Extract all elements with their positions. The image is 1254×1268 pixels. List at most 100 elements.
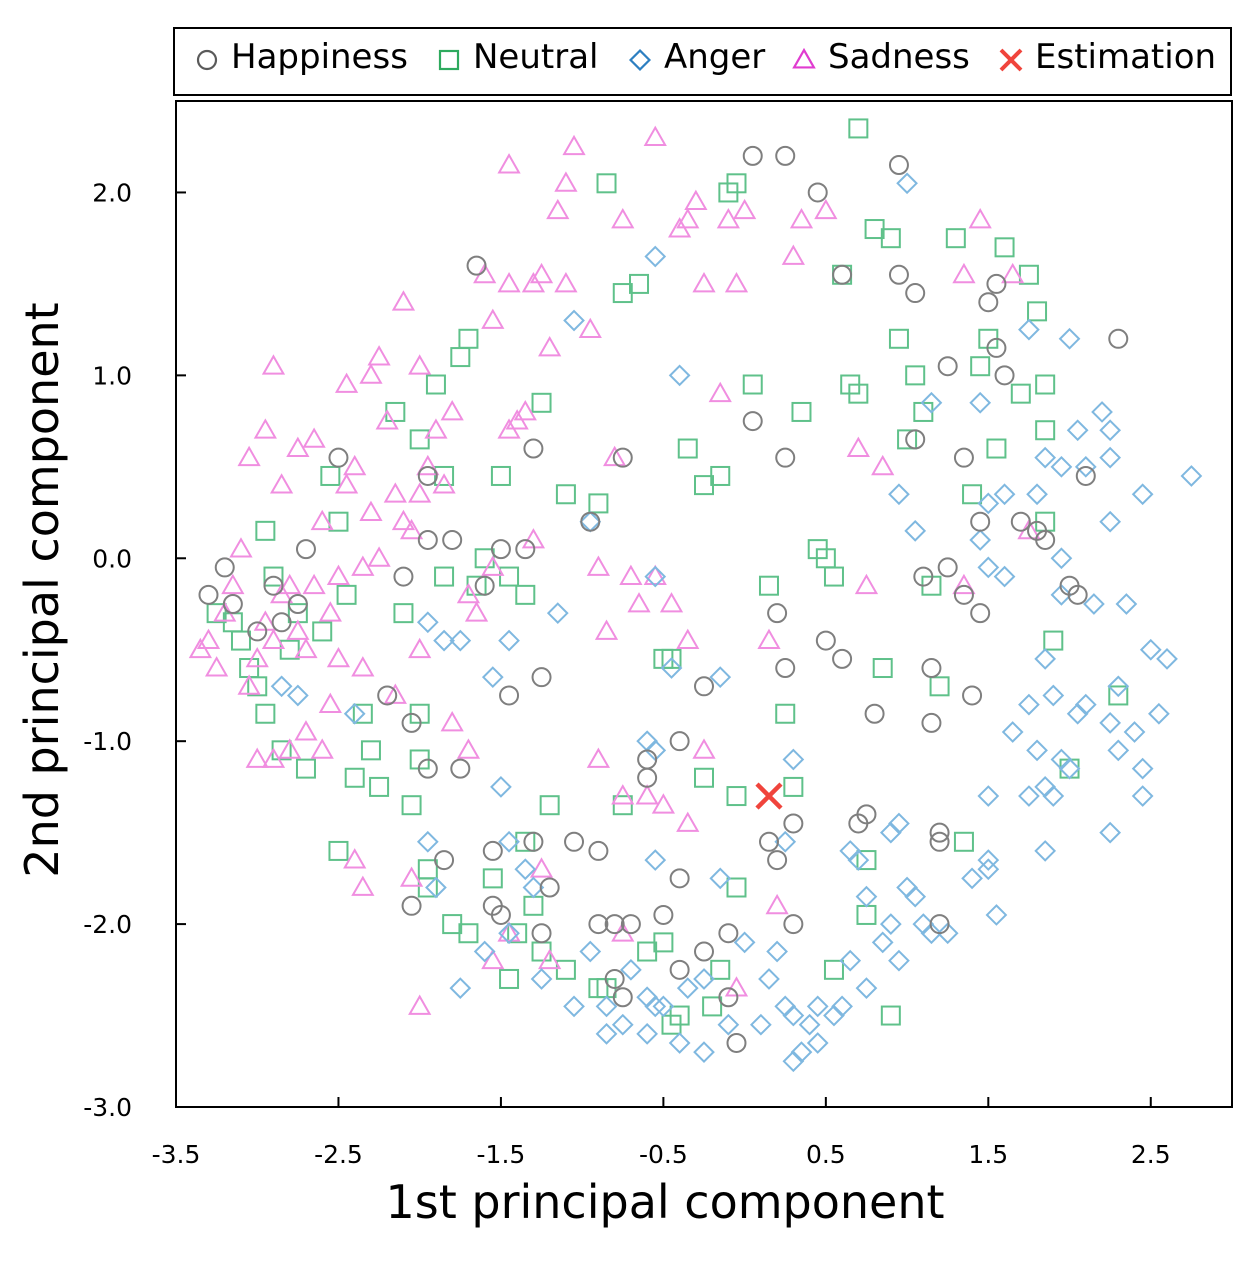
data-point-neutral	[669, 1005, 690, 1026]
data-point-sadness	[326, 564, 351, 585]
data-point-sadness	[261, 747, 286, 768]
data-point-happiness	[669, 959, 690, 980]
data-point-neutral	[344, 767, 365, 788]
data-point-sadness	[310, 509, 334, 531]
data-point-neutral	[458, 923, 479, 944]
data-point-happiness	[970, 511, 991, 532]
data-point-anger	[985, 904, 1008, 926]
data-point-neutral	[499, 968, 520, 989]
legend-box	[173, 27, 1232, 96]
data-point-happiness	[929, 914, 950, 935]
legend-item-happiness: Happiness	[196, 37, 408, 77]
data-point-sadness	[586, 555, 611, 576]
data-point-neutral	[515, 584, 536, 605]
data-point-anger	[969, 529, 992, 551]
data-point-sadness	[408, 482, 432, 503]
data-point-neutral	[482, 868, 503, 889]
data-point-sadness	[399, 518, 424, 540]
data-point-happiness	[775, 658, 796, 679]
data-point-anger	[416, 611, 439, 634]
data-point-sadness	[269, 473, 294, 494]
data-point-happiness	[669, 868, 690, 889]
data-point-neutral	[694, 767, 714, 788]
data-point-sadness	[245, 646, 269, 668]
data-point-anger	[1034, 446, 1057, 469]
data-point-sadness	[440, 400, 464, 421]
data-point-sadness	[367, 546, 391, 567]
data-point-anger	[1107, 675, 1130, 698]
data-point-anger	[936, 922, 959, 945]
data-point-happiness	[758, 831, 779, 852]
data-point-sadness	[952, 573, 976, 595]
data-point-neutral	[880, 228, 901, 249]
data-point-happiness	[832, 264, 853, 285]
data-point-happiness	[953, 447, 974, 468]
data-point-anger	[660, 657, 683, 679]
data-point-anger	[490, 776, 512, 798]
data-point-neutral	[490, 465, 511, 486]
legend-item-estimation: Estimation	[999, 37, 1216, 77]
data-point-neutral	[263, 566, 284, 587]
data-point-happiness	[767, 603, 788, 624]
data-point-neutral	[393, 603, 414, 624]
data-point-happiness	[612, 987, 633, 1008]
data-point-anger	[286, 684, 309, 707]
data-point-sadness	[318, 601, 342, 622]
data-point-anger	[693, 1041, 715, 1063]
data-point-happiness	[694, 941, 714, 962]
data-point-happiness	[417, 529, 438, 550]
data-point-neutral	[775, 703, 796, 724]
data-point-happiness	[466, 255, 487, 276]
data-point-neutral	[905, 365, 926, 386]
data-point-neutral	[653, 932, 674, 953]
data-point-anger	[1131, 483, 1154, 506]
data-point-sadness	[375, 409, 399, 430]
data-point-sadness	[294, 637, 318, 659]
data-point-sadness	[554, 171, 578, 192]
x-tick-label: 0.5	[806, 1140, 846, 1169]
series-neutral	[206, 118, 1129, 1035]
data-point-sadness	[302, 427, 326, 448]
data-point-sadness	[383, 482, 407, 503]
data-point-happiness	[783, 813, 804, 834]
data-point-sadness	[757, 628, 781, 650]
data-point-sadness	[383, 683, 407, 704]
data-point-neutral	[1043, 630, 1064, 651]
data-point-sadness	[586, 747, 611, 768]
data-point-happiness	[742, 411, 763, 432]
data-point-neutral	[726, 877, 747, 898]
data-point-neutral	[255, 520, 276, 541]
data-point-sadness	[334, 372, 359, 393]
data-point-anger	[1058, 757, 1081, 780]
data-point-sadness	[603, 445, 627, 467]
data-point-sadness	[529, 857, 554, 878]
data-point-neutral	[312, 621, 333, 642]
data-point-happiness	[417, 758, 438, 779]
estimation-marker	[755, 782, 783, 810]
data-point-anger	[1050, 455, 1073, 478]
data-point-happiness	[222, 594, 243, 614]
data-point-happiness	[929, 831, 950, 852]
y-axis-title: 2nd principal component	[15, 302, 69, 877]
data-point-anger	[644, 849, 667, 871]
data-point-sadness	[692, 738, 716, 759]
data-point-neutral	[880, 1005, 901, 1026]
data-point-sadness	[692, 271, 716, 293]
data-point-happiness	[937, 557, 958, 578]
data-point-anger	[449, 629, 472, 652]
y-tick-label: 2.0	[92, 178, 132, 207]
data-point-neutral	[888, 328, 909, 349]
data-point-sadness	[253, 418, 277, 439]
data-point-anger	[1050, 547, 1073, 570]
data-point-neutral	[726, 173, 747, 194]
data-point-anger	[1099, 446, 1122, 469]
data-point-sadness	[294, 720, 318, 741]
data-point-sadness	[676, 811, 700, 832]
legend: Happiness Neutral Anger Sadness Estimation	[173, 27, 1232, 96]
x-tick-label: -3.5	[152, 1140, 201, 1169]
legend-label: Happiness	[231, 37, 408, 77]
data-point-sadness	[302, 573, 326, 595]
data-point-happiness	[815, 630, 836, 651]
triangle-icon	[792, 47, 816, 69]
data-point-sadness	[643, 125, 667, 147]
